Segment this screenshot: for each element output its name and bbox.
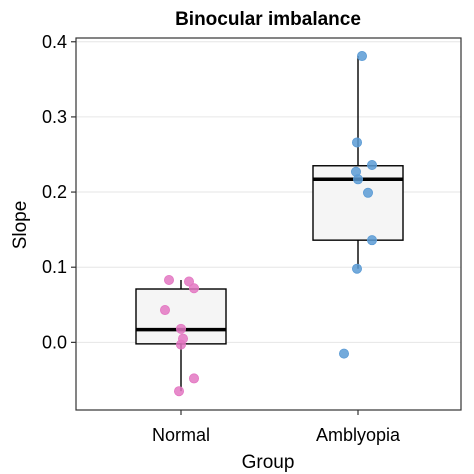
box-layer xyxy=(135,56,404,392)
plot-panel-border xyxy=(75,37,462,411)
x-axis-title: Group xyxy=(242,452,295,473)
grid-lines xyxy=(76,41,461,343)
data-point xyxy=(366,235,377,246)
data-point xyxy=(352,174,363,185)
data-point xyxy=(175,339,186,350)
y-tick-label: 0.4 xyxy=(42,32,67,52)
x-tick-label: Normal xyxy=(152,425,210,445)
x-axis: Normal Amblyopia xyxy=(152,410,401,445)
points-layer xyxy=(159,51,377,397)
data-point xyxy=(188,373,199,384)
y-tick-label: 0.3 xyxy=(42,107,67,127)
data-point xyxy=(188,283,199,294)
data-point xyxy=(356,51,367,62)
data-point xyxy=(351,137,362,148)
data-point xyxy=(362,187,373,198)
y-axis-title: Slope xyxy=(10,201,31,250)
data-point xyxy=(351,263,362,274)
y-tick-label: 0.2 xyxy=(42,182,67,202)
data-point xyxy=(173,386,184,397)
data-point xyxy=(175,323,186,334)
data-point xyxy=(163,274,174,285)
y-axis: 0.0 0.1 0.2 0.3 0.4 xyxy=(42,32,76,352)
y-tick-label: 0.0 xyxy=(42,332,67,352)
x-tick-label: Amblyopia xyxy=(316,425,401,445)
data-point xyxy=(183,276,194,287)
data-point xyxy=(366,160,377,171)
data-point xyxy=(159,305,170,316)
data-point xyxy=(338,348,349,359)
chart-title: Binocular imbalance xyxy=(175,9,361,30)
y-tick-label: 0.1 xyxy=(42,257,67,277)
